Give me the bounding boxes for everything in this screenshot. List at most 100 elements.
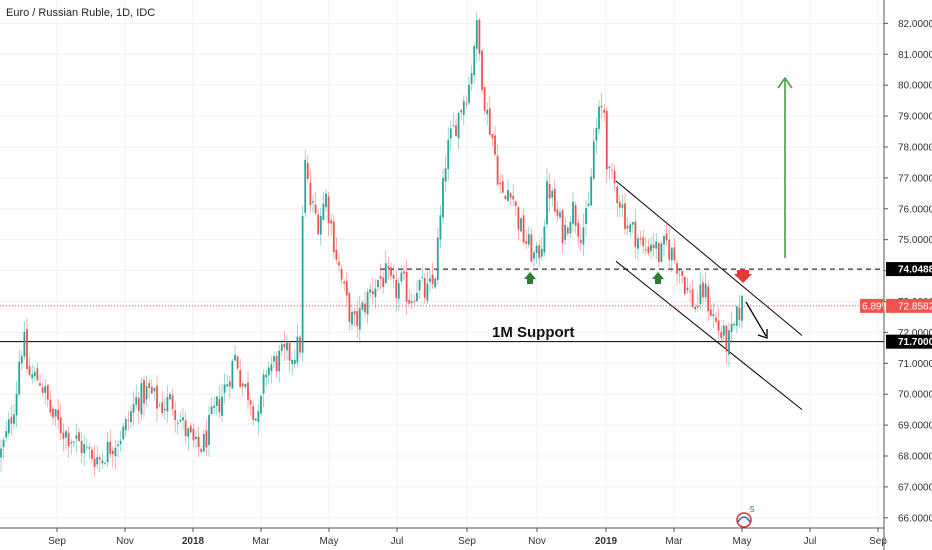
candle-body [447, 140, 450, 170]
candle-body [0, 448, 2, 458]
candle-body [59, 417, 62, 434]
y-tick-label: 79.0000 [898, 112, 932, 123]
candle-body [455, 125, 457, 137]
candle-body [18, 361, 21, 395]
candle-body [741, 295, 743, 321]
x-tick-label: Mar [665, 536, 683, 547]
candle-body [83, 444, 86, 454]
candle-body [52, 408, 54, 418]
candle-body [244, 383, 247, 387]
candle-body [436, 237, 439, 281]
candle-body [153, 387, 156, 392]
candle-body [540, 248, 543, 257]
candle-body [509, 193, 512, 198]
candle-body [587, 203, 590, 206]
candle-body [462, 101, 465, 116]
candle-body [78, 432, 80, 442]
candle-body [613, 170, 616, 184]
candle-body [712, 314, 715, 317]
candle-body [366, 291, 369, 315]
candle-body [720, 332, 723, 338]
candle-body [668, 239, 671, 260]
candle-body [702, 282, 704, 298]
candle-body [145, 386, 148, 400]
candle-body [681, 270, 684, 277]
candle-body [730, 323, 733, 332]
candle-body [397, 283, 400, 299]
projection-arrow-shaft [745, 301, 767, 337]
candle-body [392, 274, 395, 279]
candle-body [689, 291, 691, 292]
candle-body [431, 274, 434, 285]
candle-body [91, 449, 93, 459]
candle-body [696, 305, 699, 308]
candle-body [252, 406, 255, 421]
x-tick-label: 2018 [182, 536, 205, 547]
candle-body [390, 267, 392, 276]
candle-body [210, 406, 213, 414]
candle-body [221, 396, 223, 416]
candle-body [379, 276, 382, 279]
candle-body [215, 396, 218, 406]
candle-body [616, 186, 619, 204]
candle-body [670, 248, 673, 261]
last-price-box [886, 298, 932, 313]
candle-body [2, 439, 5, 448]
candle-body [582, 227, 585, 245]
x-tick-label: Mar [252, 536, 270, 547]
candle-body [535, 245, 538, 254]
candle-body [93, 458, 96, 467]
candle-body [322, 203, 325, 220]
candle-body [504, 195, 507, 199]
candle-body [57, 409, 60, 420]
candle-body [491, 133, 494, 139]
candle-body [478, 19, 481, 54]
candle-body [205, 430, 208, 448]
candle-body [639, 238, 642, 240]
candle-body [369, 289, 372, 293]
level-price-box [886, 334, 932, 349]
candle-body [150, 386, 153, 394]
x-axis[interactable]: Sep Nov 2018 Mar May Jul Sep Nov 2019 Mar May Jul Se… [48, 528, 887, 547]
candle-body [28, 366, 31, 376]
candle-body [306, 163, 309, 179]
candle-body [647, 246, 650, 254]
candle-body [161, 402, 164, 414]
candle-body [572, 201, 574, 224]
candle-body [325, 193, 327, 208]
candle-body [686, 287, 689, 291]
x-tick-label: 2019 [595, 536, 618, 547]
candle-body [317, 214, 320, 235]
candle-body [663, 235, 665, 245]
candle-body [338, 262, 340, 266]
candle-body [603, 109, 606, 113]
candle-body [117, 444, 119, 447]
candle-body [65, 430, 67, 438]
candle-body [483, 86, 486, 111]
candle-body [683, 277, 686, 294]
candle-body [299, 337, 301, 353]
candle-body [96, 457, 99, 465]
candle-body [486, 109, 489, 115]
candle-body [470, 73, 473, 84]
candle-body [408, 299, 411, 304]
annotations-layer: 1M Support Euro / Russian Ruble, 1D, IDC… [6, 7, 793, 528]
candle-body [122, 426, 125, 440]
candle-body [189, 425, 192, 433]
candle-body [717, 320, 720, 331]
candle-body [577, 222, 580, 237]
candle-body [657, 243, 660, 263]
candle-body [314, 204, 317, 214]
candle-body [348, 293, 351, 322]
candle-body [26, 329, 28, 369]
x-tick-label: Jul [804, 536, 817, 547]
candle-body [132, 404, 135, 413]
y-tick-label: 72.0000 [898, 328, 932, 339]
candle-body [634, 221, 637, 247]
y-axis[interactable]: 82.0000 81.0000 80.0000 79.0000 78.0000 77.00… [884, 19, 932, 524]
channel-upper-line [615, 180, 803, 336]
candle-body [267, 367, 270, 376]
candle-body [262, 374, 265, 394]
x-tick-label: Nov [528, 536, 546, 547]
